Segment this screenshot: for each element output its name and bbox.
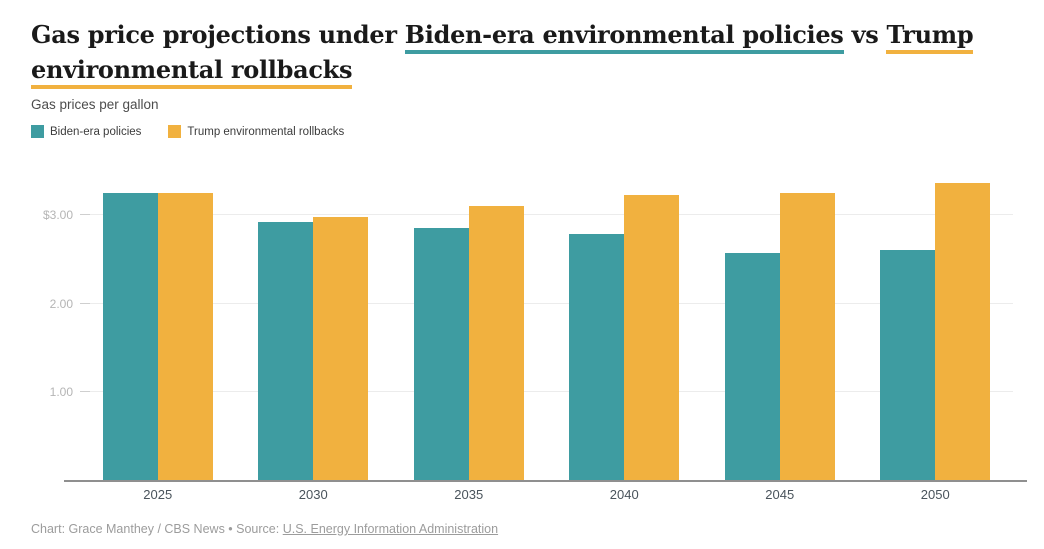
bar-biden-era-policies-2040[interactable]	[569, 233, 625, 481]
bar-group-2045	[702, 171, 858, 481]
title-middle: vs	[843, 20, 887, 49]
bar-biden-era-policies-2045[interactable]	[724, 252, 780, 481]
bar-trump-environmental-rollbacks-2040[interactable]	[624, 194, 680, 481]
x-axis-label-2030: 2030	[298, 487, 328, 502]
x-axis-label-2045: 2045	[765, 487, 795, 502]
y-axis-label: $3.00	[42, 208, 73, 223]
legend-label: Biden-era policies	[50, 125, 142, 138]
x-axis-label-2035: 2035	[454, 487, 484, 502]
y-axis-label: 1.00	[49, 385, 73, 400]
footer-attribution: Chart: Grace Manthey / CBS News • Source…	[31, 522, 1013, 536]
gridline	[80, 391, 1013, 393]
title-trump-phrase: Trump environmental rollbacks	[31, 20, 974, 89]
legend-item-biden: Biden-era policies	[31, 125, 141, 138]
bar-trump-environmental-rollbacks-2035[interactable]	[468, 205, 524, 481]
bar-trump-environmental-rollbacks-2050[interactable]	[935, 182, 991, 481]
y-tick-mark	[80, 302, 90, 304]
bar-biden-era-policies-2025[interactable]	[102, 193, 158, 481]
bar-biden-era-policies-2035[interactable]	[413, 227, 469, 481]
x-axis-label-2040: 2040	[609, 487, 639, 502]
legend-label: Trump environmental rollbacks	[187, 125, 345, 138]
bar-trump-environmental-rollbacks-2030[interactable]	[313, 217, 369, 481]
bar-biden-era-policies-2050[interactable]	[880, 249, 936, 481]
x-axis-label-2025: 2025	[143, 487, 173, 502]
biden-legend-swatch	[31, 125, 44, 138]
bar-biden-era-policies-2030[interactable]	[258, 221, 314, 481]
bar-trump-environmental-rollbacks-2025[interactable]	[157, 193, 213, 481]
chart-legend: Biden-era policies Trump environmental r…	[31, 125, 1013, 138]
page-title: Gas price projections under Biden-era en…	[31, 17, 981, 89]
x-axis-line	[64, 480, 1027, 482]
trump-legend-swatch	[168, 125, 182, 138]
bar-group-2050	[858, 171, 1014, 481]
title-biden-phrase: Biden-era environmental policies	[404, 20, 844, 54]
bar-chart: $3.00 2.00 1.00 2025 2030 2035 2040 2045 2050	[31, 143, 1027, 505]
gridline	[80, 214, 1013, 216]
bar-trump-environmental-rollbacks-2045[interactable]	[779, 193, 835, 481]
gridline	[80, 302, 1013, 304]
plot-area: $3.00 2.00 1.00	[43, 171, 1027, 482]
bar-group-2035	[391, 171, 547, 481]
y-axis-label: 2.00	[49, 296, 73, 311]
footer-text: Chart: Grace Manthey / CBS News • Source…	[31, 522, 283, 536]
bar-group-2040	[547, 171, 703, 481]
title-prefix: Gas price projections under	[31, 20, 405, 49]
chart-subtitle: Gas prices per gallon	[31, 97, 159, 112]
bar-group-2025	[80, 171, 236, 481]
source-link[interactable]: U.S. Energy Information Administration	[282, 522, 499, 536]
y-tick-mark	[80, 214, 90, 216]
bar-group-2030	[236, 171, 392, 481]
bar-groups	[80, 171, 1013, 481]
x-axis-label-2050: 2050	[920, 487, 950, 502]
x-labels: 2025 2030 2035 2040 2045 2050	[80, 487, 1013, 502]
y-tick-mark	[80, 391, 90, 393]
legend-item-trump: Trump environmental rollbacks	[168, 125, 344, 138]
